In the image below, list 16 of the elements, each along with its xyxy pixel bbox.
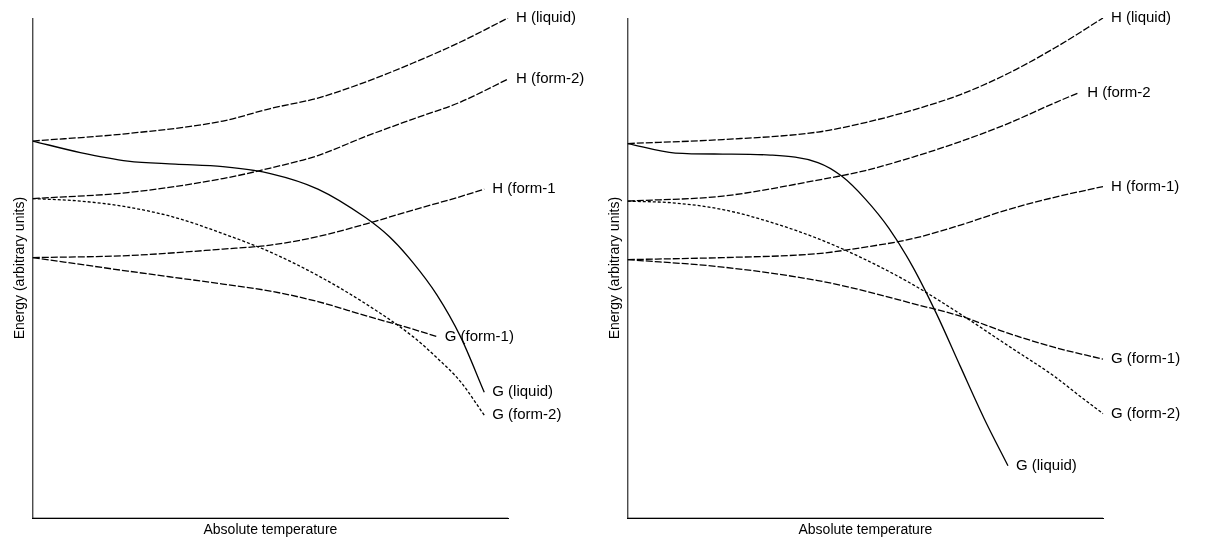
series-label: H (form-2) (516, 69, 585, 87)
x-axis-title: Absolute temperature (798, 521, 933, 538)
series-label: H (liquid) (516, 8, 577, 26)
series-label: H (liquid) (1111, 8, 1172, 26)
series-label: G (liquid) (1015, 455, 1077, 473)
series-label: H (form-2 (1087, 82, 1151, 100)
series-label: H (form-1 (492, 179, 556, 197)
x-axis-title: Absolute temperature (203, 521, 338, 538)
series-label: G (form-2) (492, 405, 562, 423)
series-label: G (liquid) (492, 382, 554, 400)
series-label: G (form-1) (444, 326, 514, 344)
series-label: G (form-1) (1111, 349, 1181, 367)
series-label: H (form-1) (1111, 176, 1180, 194)
y-axis-title: Energy (arbitrary units) (606, 196, 623, 340)
y-axis-title: Energy (arbitrary units) (11, 196, 28, 340)
series-label: G (form-2) (1111, 403, 1181, 421)
